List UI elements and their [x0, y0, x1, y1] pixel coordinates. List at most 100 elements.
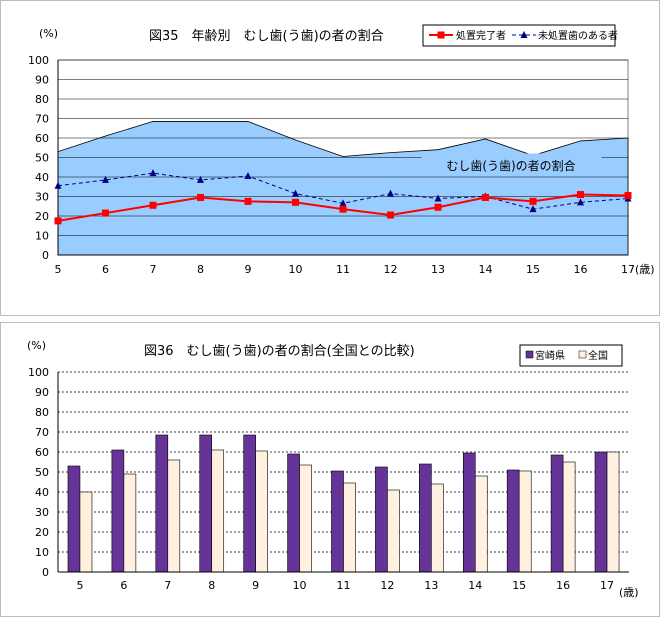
- y-tick-label: 70: [35, 426, 49, 439]
- x-tick-label: 16: [556, 579, 570, 592]
- point-untreated: [244, 172, 252, 180]
- y-tick-label: 60: [35, 446, 49, 459]
- legend: [519, 344, 623, 367]
- y-tick-label: 90: [35, 74, 49, 87]
- x-tick-label: 12: [384, 263, 398, 276]
- bar-national: [343, 482, 356, 573]
- x-tick-label: 11: [336, 263, 350, 276]
- x-tick-label: 17: [621, 263, 635, 276]
- bar-miyazaki: [199, 434, 213, 573]
- point-treated: [577, 191, 584, 199]
- y-tick-label: 20: [35, 526, 49, 539]
- x-tick-label: 7: [150, 263, 157, 276]
- bar-miyazaki: [287, 453, 300, 573]
- point-treated: [292, 198, 299, 206]
- point-treated: [197, 193, 204, 201]
- point-untreated: [577, 198, 584, 206]
- x-tick-label: 12: [380, 579, 394, 592]
- y-tick-label: 100: [28, 366, 49, 379]
- bar-national: [211, 449, 225, 573]
- x-axis-label: (歳): [635, 263, 655, 276]
- chart-title: 図35 年齢別 むし歯(う歯)の者の割合: [149, 28, 384, 44]
- y-tick-label: 50: [35, 152, 49, 165]
- x-tick-label: 5: [55, 263, 62, 276]
- x-axis-label: (歳): [619, 586, 639, 599]
- bar-miyazaki: [67, 465, 81, 573]
- bar-miyazaki: [375, 466, 388, 573]
- point-treated: [529, 197, 537, 205]
- line-area-chart: 0 10 20 30 40 50 60 70 80 90 100 5 6 7 8 9 10 11 12 13 14 15 1…: [28, 24, 655, 276]
- point-treated: [339, 205, 347, 213]
- legend-label-treated: 処置完了者: [456, 29, 506, 42]
- chart-panel-national-comparison: 0 10 20 30 40 50 60 70 80 90 100 5 6 7 8 9 10 11 12 13 14 15 1…: [0, 322, 660, 617]
- bar-national: [255, 450, 268, 573]
- point-treated: [54, 217, 62, 225]
- legend-label-national: 全国: [588, 349, 608, 362]
- x-tick-label: 13: [431, 263, 445, 276]
- chart-panel-age-rate: 0 10 20 30 40 50 60 70 80 90 100 5 6 7 8 9 10 11 12 13 14 15 1…: [0, 0, 660, 316]
- x-tick-label: 8: [197, 263, 204, 276]
- x-tick-label: 6: [120, 579, 127, 592]
- x-tick-label: 9: [252, 579, 259, 592]
- bar-national: [562, 461, 576, 573]
- x-tick-label: 6: [102, 263, 109, 276]
- point-treated: [387, 211, 394, 219]
- x-tick-label: 17: [600, 579, 614, 592]
- point-untreated: [102, 175, 109, 183]
- bar-national: [299, 464, 312, 573]
- y-tick-label: 60: [35, 132, 49, 145]
- y-tick-label: 100: [28, 54, 49, 67]
- y-tick-label: 70: [35, 113, 49, 126]
- x-tick-label: 7: [164, 579, 171, 592]
- bar-chart: 0 10 20 30 40 50 60 70 80 90 100 5 6 7 8 9 10 11 12 13 14 15 1…: [27, 339, 639, 599]
- y-tick-label: 50: [35, 466, 49, 479]
- y-tick-label: 30: [35, 191, 49, 204]
- bar-miyazaki: [331, 470, 344, 573]
- bar-national: [431, 483, 444, 573]
- annotation-box: [421, 153, 602, 177]
- point-untreated: [54, 181, 62, 189]
- chart-title: 図36 むし歯(う歯)の者の割合(全国との比較): [144, 343, 415, 359]
- bar-national: [123, 473, 137, 573]
- bar-miyazaki: [243, 434, 256, 573]
- point-treated: [149, 201, 157, 209]
- bar-miyazaki: [550, 454, 564, 573]
- x-tick-label: 15: [512, 579, 526, 592]
- point-treated: [244, 197, 252, 205]
- x-tick-label: 9: [245, 263, 252, 276]
- bar-national: [518, 470, 532, 573]
- bar-national: [606, 451, 620, 573]
- y-tick-label: 0: [42, 249, 49, 262]
- x-tick-label: 14: [479, 263, 493, 276]
- x-tick-label: 10: [293, 579, 307, 592]
- y-axis-label: (%): [39, 27, 58, 40]
- y-tick-label: 10: [35, 546, 49, 559]
- x-tick-label: 8: [208, 579, 215, 592]
- y-axis-label: (%): [27, 339, 46, 352]
- legend-swatch-miyazaki: [525, 350, 534, 359]
- point-untreated: [339, 199, 347, 207]
- point-treated: [624, 192, 632, 200]
- y-tick-label: 80: [35, 93, 49, 106]
- y-tick-label: 30: [35, 506, 49, 519]
- point-treated: [102, 209, 109, 217]
- annotation-label: むし歯(う歯)の者の割合: [446, 158, 575, 173]
- y-tick-label: 80: [35, 406, 49, 419]
- bar-national: [167, 459, 181, 573]
- y-tick-label: 0: [42, 566, 49, 579]
- bar-miyazaki: [594, 451, 608, 573]
- bar-miyazaki: [462, 452, 476, 573]
- point-untreated: [529, 205, 537, 213]
- point-treated: [434, 203, 442, 211]
- bar-miyazaki: [506, 469, 520, 573]
- point-untreated: [149, 169, 157, 177]
- point-untreated: [434, 194, 442, 202]
- bar-miyazaki: [111, 449, 125, 573]
- point-treated: [482, 193, 489, 201]
- point-untreated: [292, 189, 299, 197]
- legend-label-miyazaki: 宮崎県: [535, 349, 565, 362]
- legend-swatch-national: [578, 350, 587, 359]
- y-tick-label: 40: [35, 171, 49, 184]
- y-tick-label: 20: [35, 210, 49, 223]
